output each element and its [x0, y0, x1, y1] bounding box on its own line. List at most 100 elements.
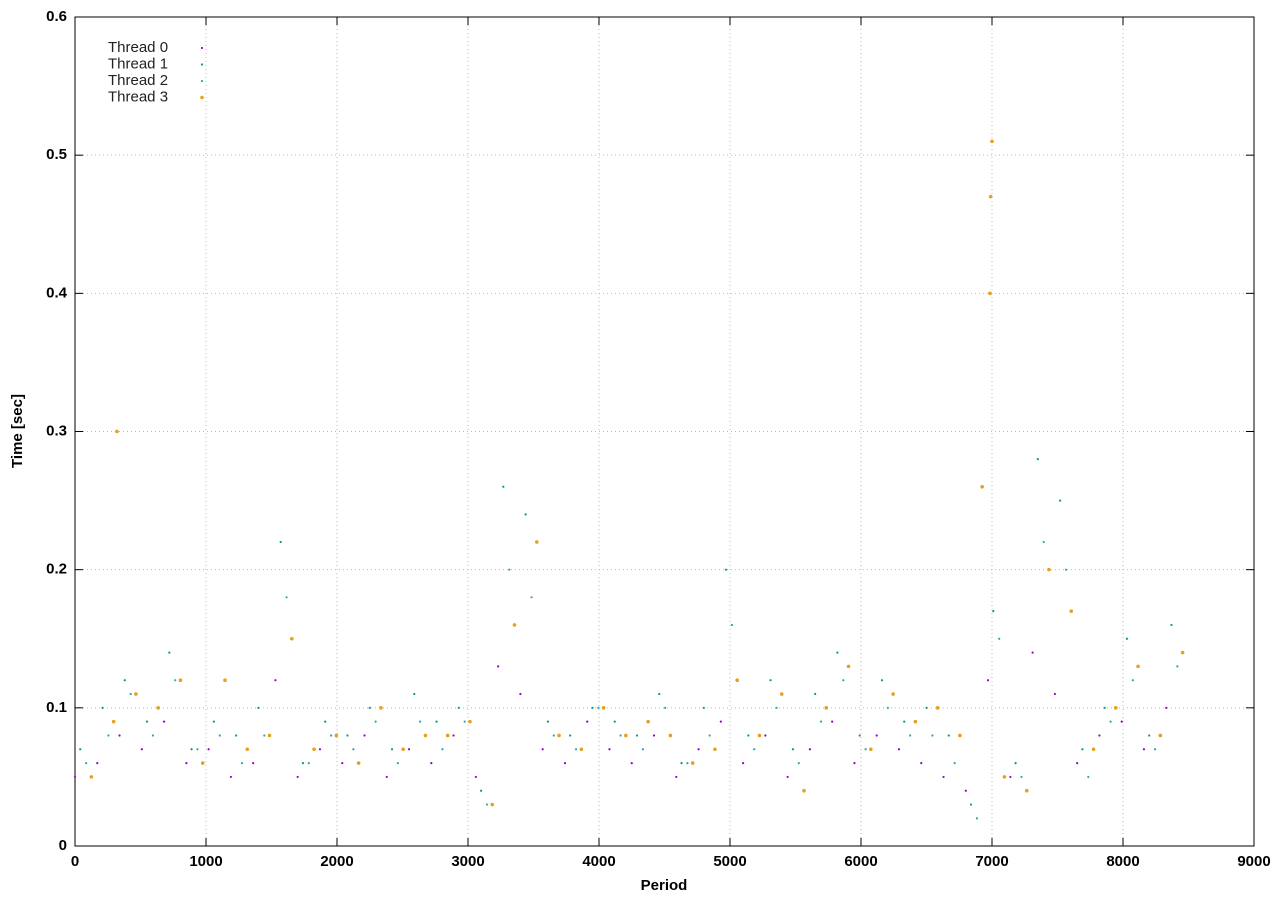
data-point — [1014, 762, 1017, 765]
data-point — [490, 802, 495, 807]
legend-label: Thread 0 — [108, 39, 168, 56]
x-tick-label: 4000 — [582, 853, 615, 870]
data-point — [1113, 706, 1118, 710]
data-point — [1076, 762, 1079, 765]
data-point — [318, 748, 322, 751]
data-point — [223, 678, 227, 682]
data-point — [753, 748, 756, 751]
data-point — [240, 762, 244, 765]
data-point — [730, 623, 734, 627]
data-point — [324, 720, 327, 723]
data-point — [858, 734, 861, 737]
data-point — [980, 484, 984, 489]
data-point — [185, 762, 188, 765]
data-point — [652, 734, 656, 737]
data-point — [307, 762, 310, 765]
data-point — [846, 664, 851, 669]
data-point — [267, 733, 272, 738]
data-point — [190, 748, 193, 751]
legend-label: Thread 1 — [108, 55, 168, 72]
data-point — [162, 720, 166, 723]
data-point — [591, 706, 594, 709]
data-point — [463, 720, 466, 723]
data-point — [988, 194, 993, 199]
data-point — [797, 762, 800, 765]
data-point — [1042, 540, 1045, 544]
data-point — [430, 762, 433, 765]
data-point — [502, 485, 505, 488]
data-point — [356, 761, 361, 765]
data-point — [791, 748, 794, 751]
data-point — [508, 568, 511, 571]
data-point — [174, 679, 177, 682]
data-point — [563, 762, 567, 765]
data-point — [909, 734, 912, 737]
x-tick-label: 7000 — [975, 853, 1008, 870]
data-point — [129, 692, 132, 696]
data-point — [341, 762, 344, 765]
data-point — [686, 762, 689, 765]
data-point — [713, 747, 717, 752]
data-point — [1036, 458, 1039, 461]
data-point — [419, 720, 422, 723]
data-point — [975, 817, 979, 820]
y-tick-label: 0.5 — [46, 146, 67, 163]
data-point — [779, 692, 784, 696]
data-point — [702, 706, 705, 709]
data-point — [668, 733, 673, 738]
data-point — [1009, 775, 1012, 779]
data-point — [346, 734, 349, 737]
legend-marker — [200, 46, 204, 50]
data-point — [257, 706, 260, 709]
data-point — [875, 734, 878, 737]
data-point — [814, 692, 817, 696]
data-point — [301, 762, 305, 765]
data-point — [619, 734, 622, 737]
data-point — [953, 762, 956, 765]
data-point — [263, 734, 266, 737]
data-point — [530, 596, 533, 599]
data-point — [435, 720, 438, 723]
data-point — [229, 775, 232, 779]
data-point — [89, 775, 94, 779]
data-point — [235, 734, 238, 737]
data-point — [969, 803, 973, 806]
data-point — [541, 748, 544, 751]
data-point — [964, 789, 967, 792]
data-point — [1031, 651, 1034, 654]
x-tick-label: 6000 — [844, 853, 877, 870]
data-point — [524, 513, 527, 516]
y-tick-label: 0.4 — [46, 284, 68, 301]
data-point — [864, 748, 867, 751]
data-point — [452, 734, 455, 737]
data-point — [747, 734, 750, 737]
x-tick-label: 2000 — [320, 853, 353, 870]
data-point — [118, 734, 121, 737]
data-point — [497, 665, 500, 668]
data-point — [1091, 747, 1096, 752]
plot-frame — [74, 16, 1255, 847]
data-point — [624, 733, 628, 738]
data-point — [1142, 748, 1146, 751]
data-point — [601, 706, 606, 710]
data-point — [947, 734, 950, 737]
y-tick-label: 0.2 — [46, 561, 67, 578]
data-point — [775, 706, 778, 709]
data-point — [931, 734, 934, 737]
data-point — [85, 762, 88, 765]
data-point — [290, 636, 294, 641]
data-point — [156, 706, 160, 710]
data-point — [352, 748, 355, 751]
data-point — [1059, 499, 1062, 502]
data-point — [474, 775, 477, 779]
data-point — [574, 748, 578, 751]
data-point — [1098, 734, 1101, 737]
data-point — [73, 775, 77, 779]
data-point — [379, 706, 383, 710]
data-point — [101, 706, 104, 709]
data-point — [413, 692, 416, 696]
data-point — [697, 748, 700, 751]
data-point — [998, 637, 1001, 640]
data-point — [374, 720, 377, 723]
